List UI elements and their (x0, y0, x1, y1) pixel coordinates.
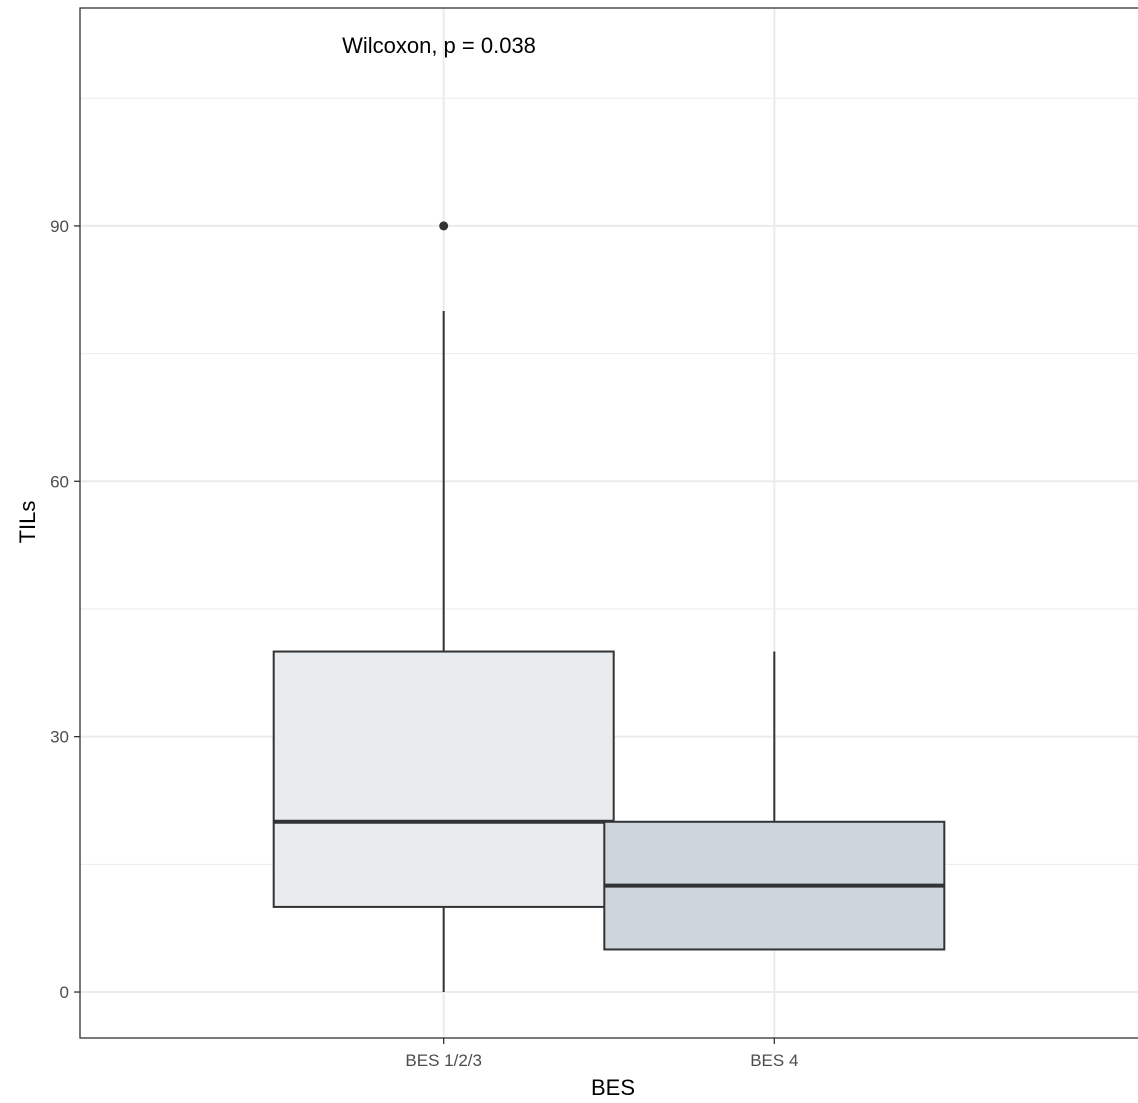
x-axis-title: BES (591, 1075, 635, 1100)
x-tick-label: BES 4 (750, 1051, 798, 1070)
x-axis-ticks: BES 1/2/3 BES 4 (405, 1038, 798, 1070)
y-tick-label: 60 (50, 472, 69, 491)
y-tick-label: 90 (50, 217, 69, 236)
y-tick-label: 30 (50, 728, 69, 747)
y-axis-ticks: 0 30 60 90 (50, 217, 80, 1002)
y-axis-title: TILs (15, 501, 40, 544)
outlier-point (439, 221, 449, 231)
boxes (272, 221, 946, 993)
annotation-wilcoxon: Wilcoxon, p = 0.038 (342, 33, 536, 58)
box (272, 650, 615, 908)
x-tick-label: BES 1/2/3 (405, 1051, 482, 1070)
y-tick-label: 0 (60, 983, 69, 1002)
panel-border (79, 7, 1138, 1039)
